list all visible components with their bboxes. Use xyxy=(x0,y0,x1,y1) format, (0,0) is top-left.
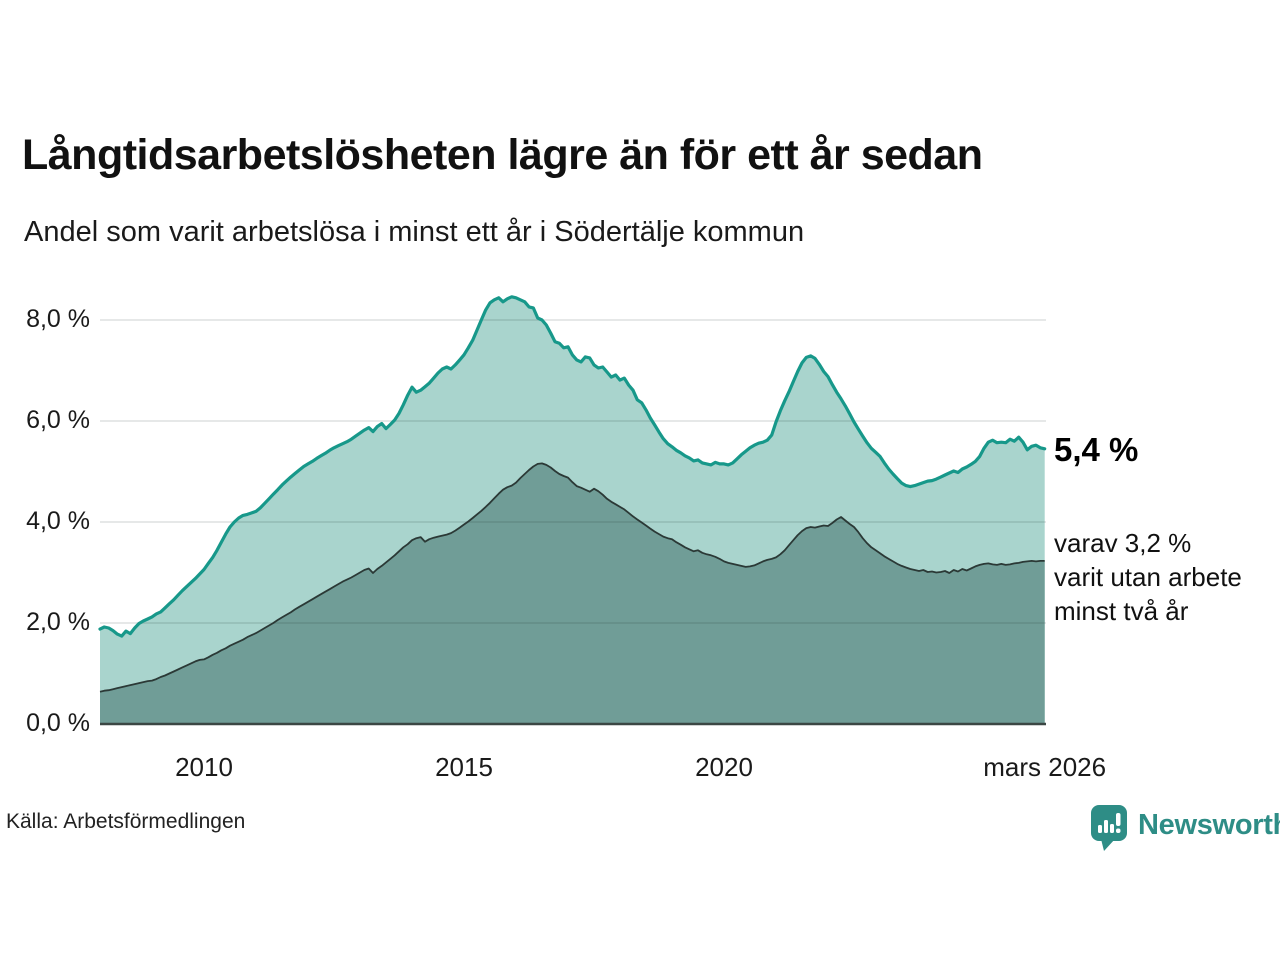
two-year-area xyxy=(100,463,1045,724)
two-year-value-label: varav 3,2 % varit utan arbete minst två … xyxy=(1054,528,1242,626)
y-axis-label-6: 6,0 % xyxy=(26,406,90,434)
page-title: Långtidsarbetslösheten lägre än för ett … xyxy=(22,131,983,179)
y-axis-label-2: 2,0 % xyxy=(26,608,90,636)
y-axis-label-8: 8,0 % xyxy=(26,305,90,333)
two-year-line xyxy=(99,462,1045,693)
one-year-line xyxy=(98,295,1047,638)
x-axis-label-mars-2026: mars 2026 xyxy=(983,752,1107,782)
newsworthy-bubble-barchart-icon xyxy=(1089,803,1129,858)
newsworthy-logo: Newsworthy xyxy=(1089,803,1280,858)
newsworthy-wordmark: Newsworthy xyxy=(1138,809,1280,841)
chart-subtitle: Andel som varit arbetslösa i minst ett å… xyxy=(24,216,805,248)
x-axis-label-2010: 2010 xyxy=(175,752,233,782)
x-axis-label-2020: 2020 xyxy=(695,752,753,782)
x-axis-label-2015: 2015 xyxy=(435,752,493,782)
source-credit: Källa: Arbetsförmedlingen xyxy=(6,810,246,833)
y-axis-label-4: 4,0 % xyxy=(26,507,90,535)
latest-value-label: 5,4 % xyxy=(1054,431,1139,468)
y-axis-label-0: 0,0 % xyxy=(26,709,90,737)
